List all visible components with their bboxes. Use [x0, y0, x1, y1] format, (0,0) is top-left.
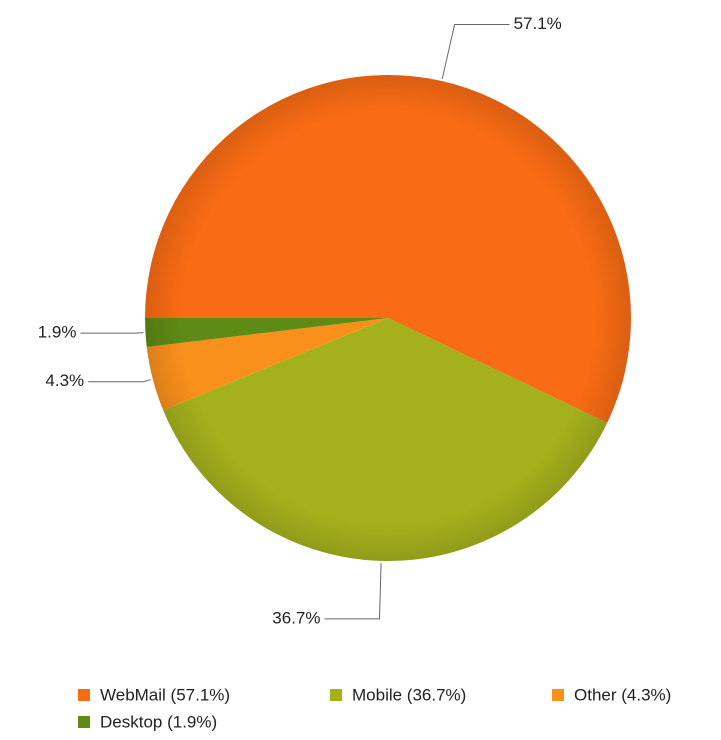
legend-swatch	[330, 689, 342, 701]
data-label: 57.1%	[514, 14, 562, 33]
legend-swatch	[78, 689, 90, 701]
data-label: 1.9%	[38, 323, 77, 342]
legend-label: Desktop (1.9%)	[100, 712, 217, 731]
legend-swatch	[78, 716, 90, 728]
legend-label: Other (4.3%)	[574, 685, 671, 704]
legend-label: WebMail (57.1%)	[100, 685, 230, 704]
legend-swatch	[552, 689, 564, 701]
leader-line	[88, 379, 152, 383]
legend-label: Mobile (36.7%)	[352, 685, 466, 704]
data-label: 36.7%	[272, 608, 320, 627]
leader-line	[324, 562, 382, 620]
leader-line	[441, 23, 510, 80]
data-label: 4.3%	[45, 371, 84, 390]
